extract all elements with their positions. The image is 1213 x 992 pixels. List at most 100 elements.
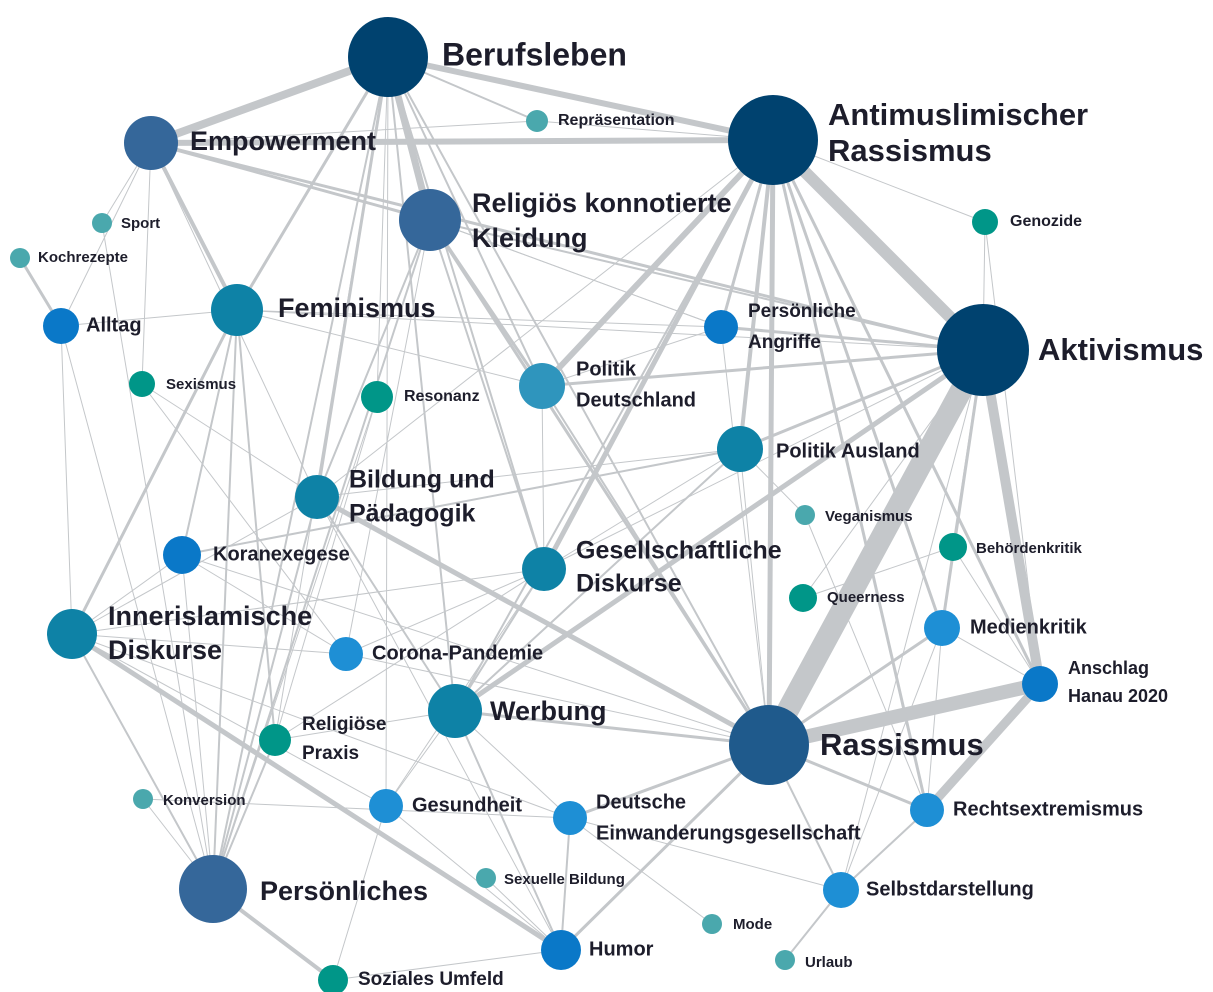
node-circle: [910, 793, 944, 827]
node-circle: [702, 914, 722, 934]
node-circle: [179, 855, 247, 923]
node-label: Bildung und: [349, 466, 495, 494]
node-label: Sexismus: [166, 376, 236, 393]
edge: [236, 309, 722, 328]
node: Persönliche Angriffe: [704, 301, 856, 353]
node-circle: [519, 363, 565, 409]
node-label: Kochrezepte: [38, 249, 128, 266]
node-label: Corona-Pandemie: [372, 642, 543, 664]
node: Humor: [541, 930, 654, 970]
node: Sexismus: [129, 371, 236, 397]
node-circle: [823, 872, 859, 908]
edge: [142, 798, 571, 819]
node-circle: [541, 930, 581, 970]
node: Koranexegese: [163, 536, 350, 574]
edge: [387, 56, 770, 746]
node-circle: [526, 110, 548, 132]
node-label: Angriffe: [748, 332, 821, 353]
edge: [71, 633, 387, 807]
node: Selbstdarstellung: [823, 872, 1034, 908]
edge: [429, 219, 722, 328]
node-circle: [937, 304, 1029, 396]
node: Bildung und Pädagogik: [295, 466, 495, 528]
edge: [569, 817, 713, 925]
node-circle: [728, 95, 818, 185]
edge: [926, 627, 943, 811]
edge: [454, 710, 562, 951]
edge: [69, 631, 564, 953]
edge: [541, 385, 770, 746]
edge: [771, 138, 944, 630]
edge: [541, 385, 545, 570]
node-circle: [163, 536, 201, 574]
edge: [316, 496, 456, 712]
edge: [181, 448, 741, 556]
edge: [149, 141, 985, 352]
edge: [236, 309, 276, 741]
edge: [840, 349, 984, 891]
edge: [569, 817, 842, 891]
edge: [766, 137, 776, 748]
node-label: Hanau 2020: [1068, 686, 1168, 706]
edge: [429, 219, 984, 351]
node-label: Feminismus: [278, 293, 436, 323]
node-label: Diskurse: [576, 570, 682, 598]
edge: [385, 56, 389, 807]
node-circle: [729, 705, 809, 785]
nodes: BerufslebenAntimuslimischerRassismusAkti…: [10, 17, 1203, 992]
edge: [141, 142, 152, 385]
node: Queerness: [789, 584, 905, 612]
edge: [150, 120, 538, 144]
node-label: Medienkritik: [970, 616, 1088, 638]
edge: [922, 679, 1045, 815]
edge: [720, 326, 770, 746]
node-circle: [329, 637, 363, 671]
edge: [274, 56, 389, 741]
edge: [376, 56, 389, 398]
edge: [771, 138, 929, 812]
edge: [804, 514, 928, 811]
edge: [236, 309, 984, 351]
edge: [71, 633, 571, 819]
node: Kochrezepte: [10, 248, 128, 268]
edge: [454, 568, 545, 712]
node: Rassismus: [729, 705, 984, 785]
edge: [802, 349, 984, 599]
node: Sport: [92, 213, 160, 233]
node-circle: [318, 965, 348, 992]
node-circle: [428, 684, 482, 738]
node: Veganismus: [795, 505, 913, 525]
edge: [316, 448, 741, 498]
edge: [71, 633, 214, 890]
node-label: Persönliches: [260, 876, 428, 906]
node: Feminismus: [211, 284, 436, 336]
edge: [71, 568, 545, 635]
edge: [314, 494, 772, 748]
node-circle: [476, 868, 496, 888]
edge: [385, 805, 562, 951]
edge: [941, 627, 1041, 685]
node-label: Aktivismus: [1038, 332, 1203, 367]
node: Corona-Pandemie: [329, 637, 543, 671]
node-label: Konversion: [163, 792, 246, 809]
edge: [332, 805, 387, 981]
edge: [60, 309, 238, 327]
node: Politik Ausland: [717, 426, 920, 472]
node-circle: [717, 426, 763, 472]
edge: [387, 56, 545, 570]
edge: [60, 142, 152, 327]
node-label: Politik: [576, 358, 637, 380]
node-circle: [369, 789, 403, 823]
node: Persönliches: [179, 855, 428, 923]
edge: [984, 221, 1041, 685]
node-label: Koranexegese: [213, 543, 350, 565]
edge: [387, 56, 543, 387]
edge: [316, 139, 774, 498]
edge: [559, 743, 771, 952]
edge: [181, 554, 770, 746]
node: Sexuelle Bildung: [476, 868, 625, 888]
node: Urlaub: [775, 950, 853, 971]
edge: [332, 949, 562, 981]
node-label: Sexuelle Bildung: [504, 871, 625, 888]
node-label: Empowerment: [190, 126, 376, 156]
